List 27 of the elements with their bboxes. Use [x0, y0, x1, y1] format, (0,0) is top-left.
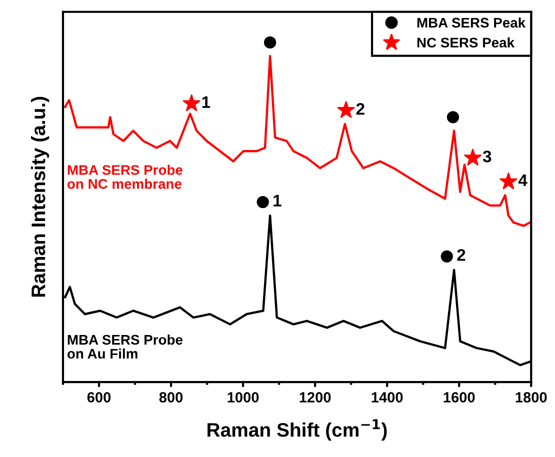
legend-label: NC SERS Peak: [417, 37, 515, 48]
x-tick-label: 1600: [444, 392, 475, 402]
x-axis-title: Raman Shift (cm$^{−1}$): [208, 419, 387, 441]
series-label: MBA SERS Probe on Au Film: [67, 334, 182, 359]
x-tick-label: 800: [159, 392, 183, 402]
annotation: 4: [518, 174, 528, 186]
x-tick-label: 1000: [228, 392, 259, 402]
point: [256, 196, 269, 208]
annotation: 1: [274, 194, 282, 206]
x-tick-label: 600: [87, 392, 111, 402]
point: [264, 36, 276, 49]
annotation: 2: [356, 103, 364, 115]
x-tick-label: 1400: [372, 392, 403, 402]
point: [337, 101, 355, 118]
point: [446, 111, 460, 124]
point: [500, 172, 518, 190]
series-label: MBA SERS Probe on NC membrane: [67, 164, 182, 189]
annotation: 1: [202, 96, 210, 108]
legend-label: MBA SERS Peak: [417, 17, 526, 28]
point: [182, 94, 200, 112]
x-tick-label: 1200: [300, 392, 331, 402]
point: [440, 250, 453, 262]
x-tick-label: 1800: [516, 392, 547, 402]
annotation: 2: [457, 249, 466, 261]
point: [464, 148, 482, 166]
annotation: 3: [482, 150, 492, 162]
y-axis-title: Raman Intensity (a.u.): [30, 96, 50, 297]
